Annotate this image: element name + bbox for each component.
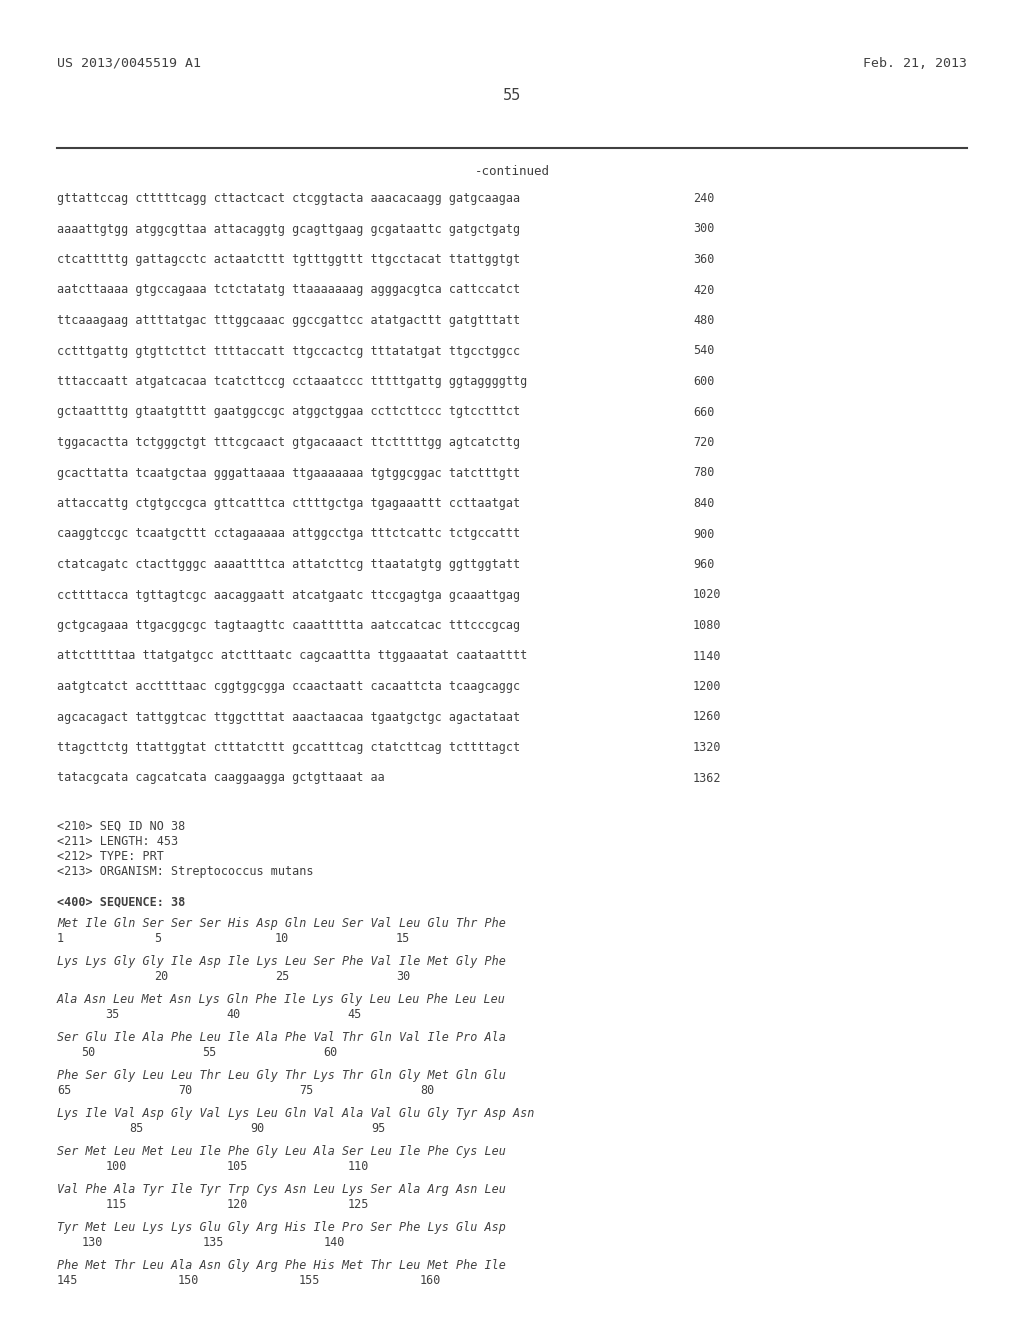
Text: 1320: 1320 <box>693 741 722 754</box>
Text: 150: 150 <box>178 1274 200 1287</box>
Text: Met Ile Gln Ser Ser Ser His Asp Gln Leu Ser Val Leu Glu Thr Phe: Met Ile Gln Ser Ser Ser His Asp Gln Leu … <box>57 917 506 931</box>
Text: <210> SEQ ID NO 38: <210> SEQ ID NO 38 <box>57 820 185 833</box>
Text: 120: 120 <box>226 1197 248 1210</box>
Text: 480: 480 <box>693 314 715 327</box>
Text: Phe Ser Gly Leu Leu Thr Leu Gly Thr Lys Thr Gln Gly Met Gln Glu: Phe Ser Gly Leu Leu Thr Leu Gly Thr Lys … <box>57 1069 506 1082</box>
Text: 160: 160 <box>420 1274 441 1287</box>
Text: 660: 660 <box>693 405 715 418</box>
Text: cctttgattg gtgttcttct ttttaccatt ttgccactcg tttatatgat ttgcctggcc: cctttgattg gtgttcttct ttttaccatt ttgccac… <box>57 345 520 358</box>
Text: 420: 420 <box>693 284 715 297</box>
Text: 540: 540 <box>693 345 715 358</box>
Text: aatgtcatct accttttaac cggtggcgga ccaactaatt cacaattcta tcaagcaggc: aatgtcatct accttttaac cggtggcgga ccaacta… <box>57 680 520 693</box>
Text: 1020: 1020 <box>693 589 722 602</box>
Text: 780: 780 <box>693 466 715 479</box>
Text: 1080: 1080 <box>693 619 722 632</box>
Text: 55: 55 <box>503 88 521 103</box>
Text: 15: 15 <box>396 932 410 945</box>
Text: 1: 1 <box>57 932 65 945</box>
Text: 90: 90 <box>251 1122 265 1134</box>
Text: tatacgcata cagcatcata caaggaagga gctgttaaat aa: tatacgcata cagcatcata caaggaagga gctgtta… <box>57 771 385 784</box>
Text: <400> SEQUENCE: 38: <400> SEQUENCE: 38 <box>57 895 185 908</box>
Text: 135: 135 <box>202 1236 223 1249</box>
Text: tttaccaatt atgatcacaa tcatcttccg cctaaatccc tttttgattg ggtaggggttg: tttaccaatt atgatcacaa tcatcttccg cctaaat… <box>57 375 527 388</box>
Text: 900: 900 <box>693 528 715 540</box>
Text: tggacactta tctgggctgt tttcgcaact gtgacaaact ttctttttgg agtcatcttg: tggacactta tctgggctgt tttcgcaact gtgacaa… <box>57 436 520 449</box>
Text: 5: 5 <box>154 932 161 945</box>
Text: gctgcagaaa ttgacggcgc tagtaagttc caaattttta aatccatcac tttcccgcag: gctgcagaaa ttgacggcgc tagtaagttc caaattt… <box>57 619 520 632</box>
Text: ttcaaagaag attttatgac tttggcaaac ggccgattcc atatgacttt gatgtttatt: ttcaaagaag attttatgac tttggcaaac ggccgat… <box>57 314 520 327</box>
Text: 55: 55 <box>202 1045 216 1059</box>
Text: 360: 360 <box>693 253 715 267</box>
Text: Ala Asn Leu Met Asn Lys Gln Phe Ile Lys Gly Leu Leu Phe Leu Leu: Ala Asn Leu Met Asn Lys Gln Phe Ile Lys … <box>57 993 506 1006</box>
Text: ctatcagatc ctacttgggc aaaattttca attatcttcg ttaatatgtg ggttggtatt: ctatcagatc ctacttgggc aaaattttca attatct… <box>57 558 520 572</box>
Text: Ser Glu Ile Ala Phe Leu Ile Ala Phe Val Thr Gln Val Ile Pro Ala: Ser Glu Ile Ala Phe Leu Ile Ala Phe Val … <box>57 1031 506 1044</box>
Text: 80: 80 <box>420 1084 434 1097</box>
Text: 50: 50 <box>81 1045 95 1059</box>
Text: <213> ORGANISM: Streptococcus mutans: <213> ORGANISM: Streptococcus mutans <box>57 865 313 878</box>
Text: Tyr Met Leu Lys Lys Glu Gly Arg His Ile Pro Ser Phe Lys Glu Asp: Tyr Met Leu Lys Lys Glu Gly Arg His Ile … <box>57 1221 506 1234</box>
Text: 70: 70 <box>178 1084 193 1097</box>
Text: 40: 40 <box>226 1007 241 1020</box>
Text: <211> LENGTH: 453: <211> LENGTH: 453 <box>57 836 178 847</box>
Text: gcacttatta tcaatgctaa gggattaaaa ttgaaaaaaa tgtggcggac tatctttgtt: gcacttatta tcaatgctaa gggattaaaa ttgaaaa… <box>57 466 520 479</box>
Text: 1362: 1362 <box>693 771 722 784</box>
Text: ttagcttctg ttattggtat ctttatcttt gccatttcag ctatcttcag tcttttagct: ttagcttctg ttattggtat ctttatcttt gccattt… <box>57 741 520 754</box>
Text: 115: 115 <box>105 1197 127 1210</box>
Text: 110: 110 <box>347 1159 369 1172</box>
Text: 1140: 1140 <box>693 649 722 663</box>
Text: agcacagact tattggtcac ttggctttat aaactaacaa tgaatgctgc agactataat: agcacagact tattggtcac ttggctttat aaactaa… <box>57 710 520 723</box>
Text: 85: 85 <box>130 1122 143 1134</box>
Text: gctaattttg gtaatgtttt gaatggccgc atggctggaa ccttcttccc tgtcctttct: gctaattttg gtaatgtttt gaatggccgc atggctg… <box>57 405 520 418</box>
Text: 155: 155 <box>299 1274 321 1287</box>
Text: Ser Met Leu Met Leu Ile Phe Gly Leu Ala Ser Leu Ile Phe Cys Leu: Ser Met Leu Met Leu Ile Phe Gly Leu Ala … <box>57 1144 506 1158</box>
Text: ccttttacca tgttagtcgc aacaggaatt atcatgaatc ttccgagtga gcaaattgag: ccttttacca tgttagtcgc aacaggaatt atcatga… <box>57 589 520 602</box>
Text: 25: 25 <box>274 969 289 982</box>
Text: gttattccag ctttttcagg cttactcact ctcggtacta aaacacaagg gatgcaagaa: gttattccag ctttttcagg cttactcact ctcggta… <box>57 191 520 205</box>
Text: ctcatttttg gattagcctc actaatcttt tgtttggttt ttgcctacat ttattggtgt: ctcatttttg gattagcctc actaatcttt tgtttgg… <box>57 253 520 267</box>
Text: 30: 30 <box>396 969 410 982</box>
Text: 720: 720 <box>693 436 715 449</box>
Text: caaggtccgc tcaatgcttt cctagaaaaa attggcctga tttctcattc tctgccattt: caaggtccgc tcaatgcttt cctagaaaaa attggcc… <box>57 528 520 540</box>
Text: aatcttaaaa gtgccagaaa tctctatatg ttaaaaaaag agggacgtca cattccatct: aatcttaaaa gtgccagaaa tctctatatg ttaaaaa… <box>57 284 520 297</box>
Text: 840: 840 <box>693 498 715 510</box>
Text: 105: 105 <box>226 1159 248 1172</box>
Text: 1200: 1200 <box>693 680 722 693</box>
Text: US 2013/0045519 A1: US 2013/0045519 A1 <box>57 57 201 70</box>
Text: 75: 75 <box>299 1084 313 1097</box>
Text: Phe Met Thr Leu Ala Asn Gly Arg Phe His Met Thr Leu Met Phe Ile: Phe Met Thr Leu Ala Asn Gly Arg Phe His … <box>57 1259 506 1272</box>
Text: 10: 10 <box>274 932 289 945</box>
Text: 60: 60 <box>324 1045 338 1059</box>
Text: 600: 600 <box>693 375 715 388</box>
Text: 45: 45 <box>347 1007 361 1020</box>
Text: 35: 35 <box>105 1007 120 1020</box>
Text: 145: 145 <box>57 1274 79 1287</box>
Text: aaaattgtgg atggcgttaa attacaggtg gcagttgaag gcgataattc gatgctgatg: aaaattgtgg atggcgttaa attacaggtg gcagttg… <box>57 223 520 235</box>
Text: 100: 100 <box>105 1159 127 1172</box>
Text: 125: 125 <box>347 1197 369 1210</box>
Text: 300: 300 <box>693 223 715 235</box>
Text: <212> TYPE: PRT: <212> TYPE: PRT <box>57 850 164 863</box>
Text: 20: 20 <box>154 969 168 982</box>
Text: 140: 140 <box>324 1236 344 1249</box>
Text: 240: 240 <box>693 191 715 205</box>
Text: Feb. 21, 2013: Feb. 21, 2013 <box>863 57 967 70</box>
Text: Lys Lys Gly Gly Ile Asp Ile Lys Leu Ser Phe Val Ile Met Gly Phe: Lys Lys Gly Gly Ile Asp Ile Lys Leu Ser … <box>57 954 506 968</box>
Text: 65: 65 <box>57 1084 72 1097</box>
Text: attaccattg ctgtgccgca gttcatttca cttttgctga tgagaaattt ccttaatgat: attaccattg ctgtgccgca gttcatttca cttttgc… <box>57 498 520 510</box>
Text: 95: 95 <box>372 1122 386 1134</box>
Text: 1260: 1260 <box>693 710 722 723</box>
Text: Val Phe Ala Tyr Ile Tyr Trp Cys Asn Leu Lys Ser Ala Arg Asn Leu: Val Phe Ala Tyr Ile Tyr Trp Cys Asn Leu … <box>57 1183 506 1196</box>
Text: Lys Ile Val Asp Gly Val Lys Leu Gln Val Ala Val Glu Gly Tyr Asp Asn: Lys Ile Val Asp Gly Val Lys Leu Gln Val … <box>57 1107 535 1119</box>
Text: -continued: -continued <box>474 165 550 178</box>
Text: 960: 960 <box>693 558 715 572</box>
Text: 130: 130 <box>81 1236 102 1249</box>
Text: attctttttaa ttatgatgcc atctttaatc cagcaattta ttggaaatat caataatttt: attctttttaa ttatgatgcc atctttaatc cagcaa… <box>57 649 527 663</box>
